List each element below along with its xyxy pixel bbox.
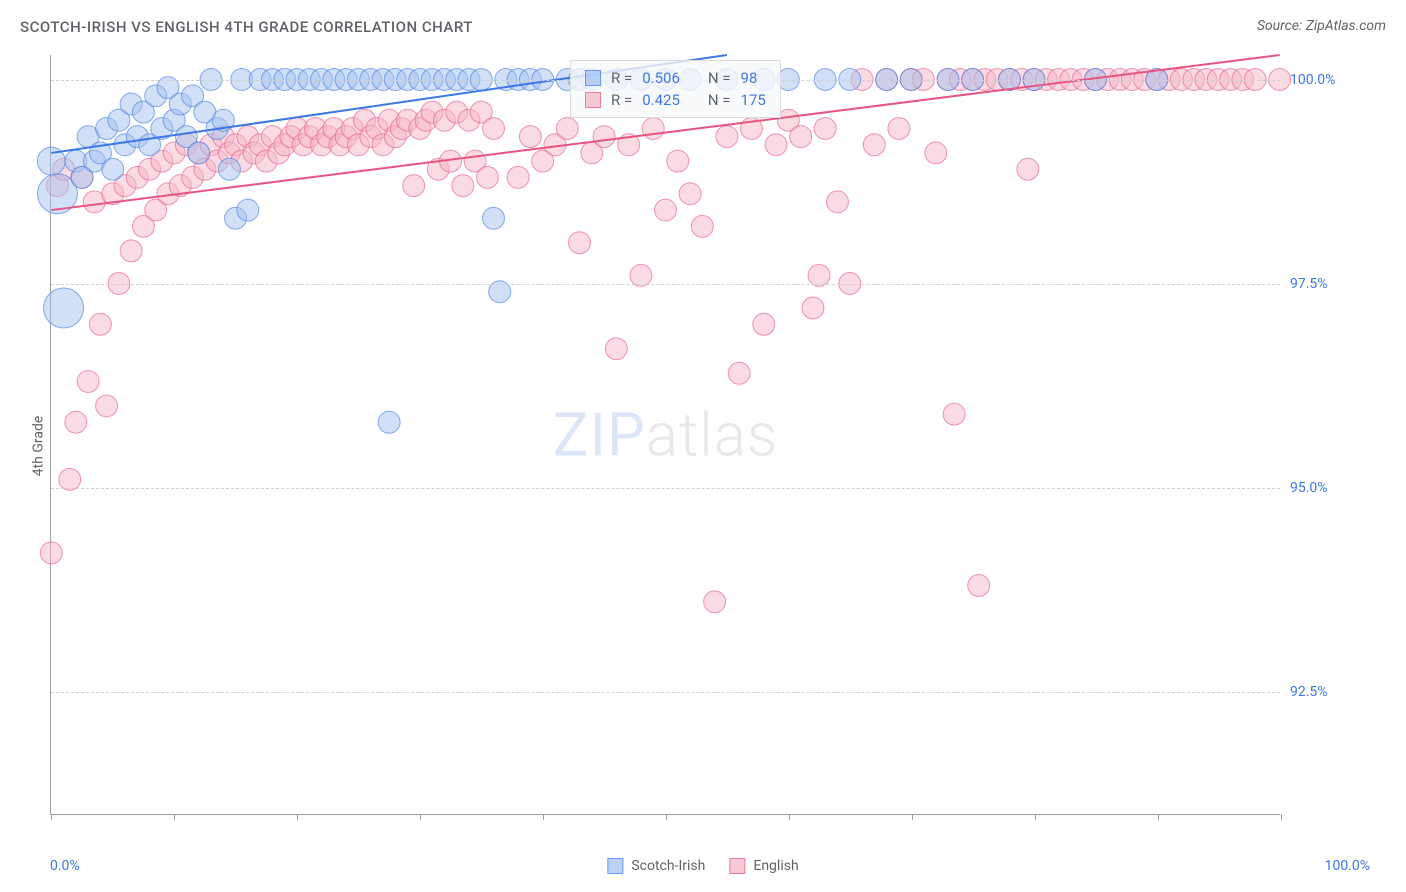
point-english bbox=[483, 117, 505, 139]
legend-label-scotch-irish: Scotch-Irish bbox=[631, 858, 705, 874]
xtick bbox=[174, 814, 175, 820]
legend-item-english: English bbox=[729, 858, 798, 874]
chart-title: SCOTCH-IRISH VS ENGLISH 4TH GRADE CORREL… bbox=[20, 18, 473, 36]
point-english bbox=[814, 117, 836, 139]
stats-n-value-scotch-irish: 98 bbox=[741, 69, 758, 87]
point-scotch-irish bbox=[102, 158, 124, 180]
point-english bbox=[556, 117, 578, 139]
point-english bbox=[704, 591, 726, 613]
point-scotch-irish bbox=[237, 199, 259, 221]
point-english bbox=[863, 134, 885, 156]
xtick bbox=[1158, 814, 1159, 820]
point-english bbox=[519, 126, 541, 148]
point-english bbox=[790, 126, 812, 148]
scatter-svg bbox=[51, 55, 1280, 814]
xtick bbox=[912, 814, 913, 820]
ytick-label: 97.5% bbox=[1290, 276, 1370, 292]
xaxis-min-label: 0.0% bbox=[50, 858, 80, 874]
gridline bbox=[51, 692, 1280, 693]
stats-swatch-scotch-irish bbox=[585, 70, 601, 86]
point-english bbox=[765, 134, 787, 156]
point-english bbox=[403, 175, 425, 197]
plot-area: ZIPatlas 100.0%97.5%95.0%92.5% bbox=[50, 55, 1280, 815]
stats-r-label: R = bbox=[611, 91, 632, 109]
point-english bbox=[1017, 158, 1039, 180]
point-english bbox=[569, 232, 591, 254]
point-english bbox=[968, 574, 990, 596]
xtick bbox=[1281, 814, 1282, 820]
point-english bbox=[888, 117, 910, 139]
stats-n-label: N = bbox=[708, 91, 731, 109]
xtick bbox=[297, 814, 298, 820]
stats-row-english: R = 0.425 N = 175 bbox=[585, 89, 766, 111]
point-scotch-irish bbox=[44, 288, 84, 328]
point-english bbox=[476, 166, 498, 188]
gridline bbox=[51, 488, 1280, 489]
xtick bbox=[420, 814, 421, 820]
source-label: Source: ZipAtlas.com bbox=[1257, 18, 1386, 34]
point-english bbox=[925, 142, 947, 164]
point-english bbox=[691, 215, 713, 237]
point-english bbox=[826, 191, 848, 213]
point-english bbox=[605, 338, 627, 360]
point-english bbox=[593, 126, 615, 148]
point-english bbox=[40, 542, 62, 564]
point-scotch-irish bbox=[188, 142, 210, 164]
point-scotch-irish bbox=[483, 207, 505, 229]
stats-r-value-english: 0.425 bbox=[642, 91, 680, 109]
point-english bbox=[65, 411, 87, 433]
point-english bbox=[802, 297, 824, 319]
point-english bbox=[642, 117, 664, 139]
point-english bbox=[679, 183, 701, 205]
xtick bbox=[1035, 814, 1036, 820]
xaxis-max-label: 100.0% bbox=[1325, 858, 1370, 874]
legend-swatch-english bbox=[729, 858, 745, 874]
ytick-label: 92.5% bbox=[1290, 684, 1370, 700]
stats-r-label: R = bbox=[611, 69, 632, 87]
point-english bbox=[753, 313, 775, 335]
point-english bbox=[77, 370, 99, 392]
legend-label-english: English bbox=[753, 858, 798, 874]
xtick bbox=[666, 814, 667, 820]
stats-box: R = 0.506 N = 98 R = 0.425 N = 175 bbox=[570, 60, 781, 118]
stats-swatch-english bbox=[585, 92, 601, 108]
point-english bbox=[943, 403, 965, 425]
point-english bbox=[96, 395, 118, 417]
point-english bbox=[728, 362, 750, 384]
xtick bbox=[51, 814, 52, 820]
point-english bbox=[667, 150, 689, 172]
point-english bbox=[89, 313, 111, 335]
stats-row-scotch-irish: R = 0.506 N = 98 bbox=[585, 67, 766, 89]
legend-swatch-scotch-irish bbox=[607, 858, 623, 874]
point-english bbox=[452, 175, 474, 197]
ytick-label: 100.0% bbox=[1290, 72, 1370, 88]
yaxis-title: 4th Grade bbox=[30, 416, 46, 477]
stats-n-value-english: 175 bbox=[741, 91, 766, 109]
gridline bbox=[51, 284, 1280, 285]
xtick bbox=[789, 814, 790, 820]
stats-n-label: N = bbox=[708, 69, 731, 87]
xtick bbox=[543, 814, 544, 820]
point-english bbox=[507, 166, 529, 188]
point-english bbox=[59, 468, 81, 490]
point-english bbox=[120, 240, 142, 262]
legend-item-scotch-irish: Scotch-Irish bbox=[607, 858, 705, 874]
point-english bbox=[716, 126, 738, 148]
ytick-label: 95.0% bbox=[1290, 480, 1370, 496]
legend: Scotch-Irish English bbox=[607, 858, 798, 874]
stats-r-value-scotch-irish: 0.506 bbox=[642, 69, 680, 87]
point-scotch-irish bbox=[218, 158, 240, 180]
point-english bbox=[655, 199, 677, 221]
point-scotch-irish bbox=[378, 411, 400, 433]
